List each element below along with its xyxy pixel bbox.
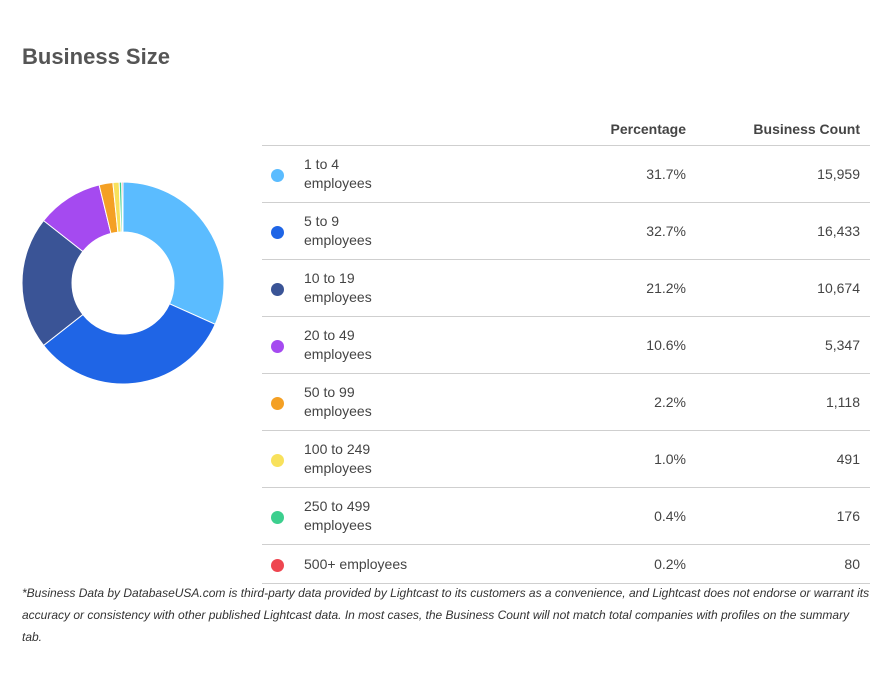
row-count: 5,347 [696,316,870,374]
legend-dot-500-plus [271,558,284,572]
row-percentage: 0.4% [555,487,696,545]
row-label: 50 to 99 employees [304,373,555,431]
donut-slice-10-to-19-employees [21,219,84,347]
donut-chart-svg [21,181,225,385]
legend-dot-10-to-19 [271,282,284,296]
header-business-count: Business Count [696,112,870,146]
legend-dot-250-to-499 [271,510,284,524]
donut-chart [18,178,228,388]
row-label: 10 to 19 employees [304,259,555,317]
row-count: 80 [696,544,870,584]
header-spacer [262,112,555,146]
row-count: 176 [696,487,870,545]
business-size-table: Percentage Business Count 1 to 4 employee… [262,112,870,584]
table-header-row: Percentage Business Count [262,112,870,146]
donut-slice-500-employees [121,181,124,233]
legend-dot-50-to-99 [271,396,284,410]
row-percentage: 10.6% [555,316,696,374]
donut-slice-5-to-9-employees [42,303,216,385]
legend-dot-20-to-49 [271,339,284,353]
row-count: 1,118 [696,373,870,431]
legend-dot-1-to-4 [271,168,284,182]
row-percentage: 1.0% [555,430,696,488]
row-label: 20 to 49 employees [304,316,555,374]
table-row: 20 to 49 employees 10.6% 5,347 [262,316,870,374]
row-label: 500+ employees [304,544,555,584]
row-label: 5 to 9 employees [304,202,555,260]
row-percentage: 21.2% [555,259,696,317]
row-percentage: 0.2% [555,544,696,584]
donut-slice-1-to-4-employees [122,181,225,325]
legend-dot-100-to-249 [271,453,284,467]
row-percentage: 2.2% [555,373,696,431]
row-count: 15,959 [696,145,870,203]
table-row: 5 to 9 employees 32.7% 16,433 [262,202,870,260]
row-label: 1 to 4 employees [304,145,555,203]
table-row: 100 to 249 employees 1.0% 491 [262,430,870,488]
row-count: 491 [696,430,870,488]
table-row: 500+ employees 0.2% 80 [262,544,870,584]
row-count: 16,433 [696,202,870,260]
table-row: 50 to 99 employees 2.2% 1,118 [262,373,870,431]
row-label: 100 to 249 employees [304,430,555,488]
legend-dot-5-to-9 [271,225,284,239]
row-count: 10,674 [696,259,870,317]
footnote: *Business Data by DatabaseUSA.com is thi… [22,586,870,644]
table-row: 1 to 4 employees 31.7% 15,959 [262,145,870,203]
row-percentage: 31.7% [555,145,696,203]
header-percentage: Percentage [555,112,696,146]
page-title: Business Size [22,44,170,69]
table-row: 10 to 19 employees 21.2% 10,674 [262,259,870,317]
row-label: 250 to 499 employees [304,487,555,545]
row-percentage: 32.7% [555,202,696,260]
table-row: 250 to 499 employees 0.4% 176 [262,487,870,545]
